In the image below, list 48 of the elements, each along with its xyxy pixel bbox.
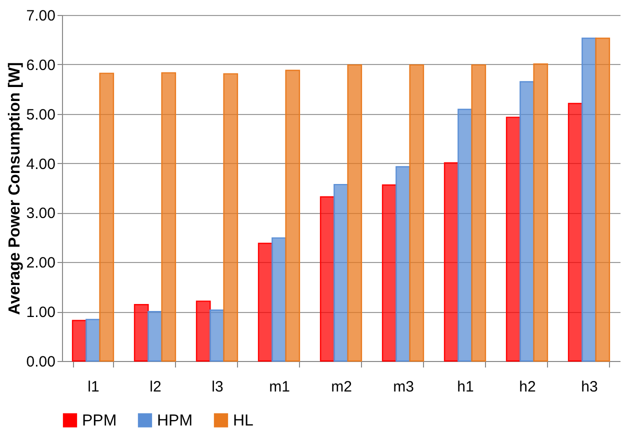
- legend-label: HPM: [157, 412, 193, 430]
- y-tick-label: 0.00: [26, 354, 56, 370]
- x-tick-label: l2: [150, 378, 162, 396]
- bar: [582, 38, 596, 362]
- bar: [272, 237, 286, 362]
- bar: [99, 72, 114, 362]
- bar: [568, 102, 583, 362]
- y-tick-label: 2.00: [26, 254, 56, 272]
- bar: [347, 64, 362, 362]
- bar: [285, 70, 300, 362]
- bar: [210, 309, 224, 362]
- bar: [334, 184, 348, 362]
- y-tick-label: 5.00: [26, 106, 56, 124]
- x-tick-label: m3: [393, 378, 414, 396]
- y-tick-label: 1.00: [26, 304, 56, 322]
- y-axis-title: Average Power Consumption [W]: [6, 62, 24, 315]
- bar: [409, 64, 424, 362]
- bar: [444, 162, 459, 362]
- bar: [396, 166, 410, 362]
- x-tick-label: m2: [331, 378, 352, 396]
- legend-label: PPM: [82, 412, 117, 430]
- bar: [196, 300, 211, 362]
- bar: [320, 196, 335, 362]
- legend-label: HL: [233, 412, 254, 430]
- bar: [595, 38, 610, 362]
- x-tick-label: h2: [519, 378, 536, 396]
- bar: [471, 64, 486, 362]
- x-tick-label: h3: [581, 378, 598, 396]
- bar: [382, 184, 397, 362]
- y-tick-label: 3.00: [26, 205, 56, 222]
- x-tick-label: l3: [212, 378, 224, 396]
- bar: [72, 320, 87, 362]
- bar: [533, 63, 548, 362]
- bar: [148, 310, 162, 362]
- bar: [134, 304, 149, 362]
- bar: [520, 81, 534, 362]
- y-tick-label: 6.00: [26, 56, 56, 74]
- bar: [223, 73, 238, 362]
- y-tick-label: 7.00: [26, 8, 56, 24]
- bar: [458, 108, 472, 362]
- bar: [258, 242, 273, 362]
- x-tick-label: m1: [269, 378, 290, 396]
- bar: [161, 72, 176, 362]
- bar: [506, 116, 521, 362]
- x-tick-label: h1: [457, 378, 474, 396]
- y-tick-label: 4.00: [26, 156, 56, 173]
- bar: [86, 318, 100, 362]
- x-tick-label: l1: [88, 378, 100, 396]
